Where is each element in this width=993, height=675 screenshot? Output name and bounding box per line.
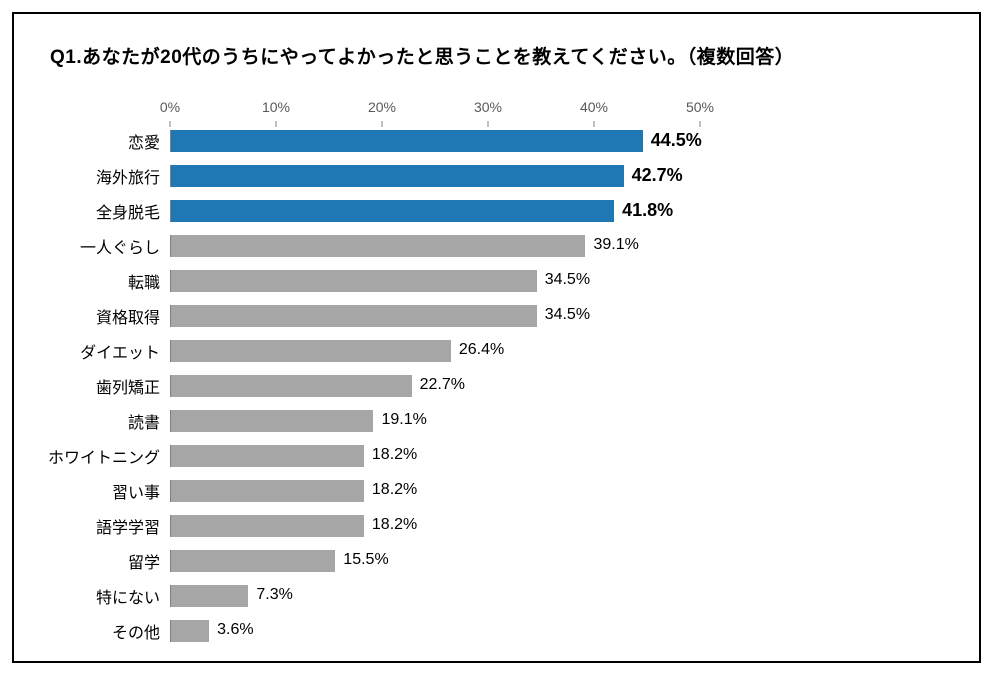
bar-track: 39.1% <box>170 235 700 257</box>
value-label: 19.1% <box>381 411 426 429</box>
category-label: 語学学習 <box>0 514 160 538</box>
x-tick-label: 50% <box>686 99 714 115</box>
value-label: 18.2% <box>372 516 417 534</box>
category-label: ホワイトニング <box>0 444 160 468</box>
bar-track: 34.5% <box>170 270 700 292</box>
bar-track: 7.3% <box>170 585 700 607</box>
category-label: ダイエット <box>0 339 160 363</box>
bar <box>171 305 537 327</box>
bar-track: 44.5% <box>170 130 700 152</box>
bar-track: 19.1% <box>170 410 700 432</box>
category-label: 習い事 <box>0 479 160 503</box>
category-label: 歯列矯正 <box>0 374 160 398</box>
bar-track: 42.7% <box>170 165 700 187</box>
bar-row: 全身脱毛41.8% <box>170 193 700 228</box>
bar <box>171 445 364 467</box>
value-label: 15.5% <box>343 551 388 569</box>
bar <box>171 235 585 257</box>
bar <box>171 585 248 607</box>
x-tick-label: 40% <box>580 99 608 115</box>
bar-row: 恋愛44.5% <box>170 123 700 158</box>
category-label: 転職 <box>0 269 160 293</box>
bar-row: ホワイトニング18.2% <box>170 438 700 473</box>
bar-row: 歯列矯正22.7% <box>170 368 700 403</box>
bar <box>171 375 412 397</box>
bar-row: 留学15.5% <box>170 543 700 578</box>
value-label: 34.5% <box>545 271 590 289</box>
value-label: 22.7% <box>420 376 465 394</box>
bar <box>171 515 364 537</box>
bar-track: 26.4% <box>170 340 700 362</box>
bar-track: 18.2% <box>170 515 700 537</box>
x-axis: 0%10%20%30%40%50% <box>170 99 700 123</box>
value-label: 26.4% <box>459 341 504 359</box>
value-label: 18.2% <box>372 481 417 499</box>
bar-track: 34.5% <box>170 305 700 327</box>
bar <box>171 410 373 432</box>
value-label: 41.8% <box>622 200 673 221</box>
bar <box>171 270 537 292</box>
bar-track: 22.7% <box>170 375 700 397</box>
bar <box>171 620 209 642</box>
x-tick-label: 30% <box>474 99 502 115</box>
category-label: 読書 <box>0 409 160 433</box>
x-tick-label: 20% <box>368 99 396 115</box>
bar-track: 18.2% <box>170 445 700 467</box>
x-tick-label: 0% <box>160 99 180 115</box>
chart-area: 0%10%20%30%40%50% 恋愛44.5%海外旅行42.7%全身脱毛41… <box>170 99 890 648</box>
bar <box>171 200 614 222</box>
bar-track: 3.6% <box>170 620 700 642</box>
x-tick-label: 10% <box>262 99 290 115</box>
bar-row: 習い事18.2% <box>170 473 700 508</box>
bar <box>171 480 364 502</box>
value-label: 3.6% <box>217 621 253 639</box>
value-label: 7.3% <box>256 586 292 604</box>
chart-frame: Q1.あなたが20代のうちにやってよかったと思うことを教えてください。（複数回答… <box>12 12 981 663</box>
category-label: 全身脱毛 <box>0 199 160 223</box>
category-label: 特にない <box>0 584 160 608</box>
category-label: 海外旅行 <box>0 164 160 188</box>
chart-title: Q1.あなたが20代のうちにやってよかったと思うことを教えてください。（複数回答… <box>50 42 943 69</box>
bar-row: ダイエット26.4% <box>170 333 700 368</box>
bar-track: 18.2% <box>170 480 700 502</box>
value-label: 44.5% <box>651 130 702 151</box>
bar <box>171 130 643 152</box>
category-label: 資格取得 <box>0 304 160 328</box>
bar-row: 特にない7.3% <box>170 578 700 613</box>
bar-track: 41.8% <box>170 200 700 222</box>
value-label: 42.7% <box>632 165 683 186</box>
bar <box>171 165 624 187</box>
category-label: 一人ぐらし <box>0 234 160 258</box>
bar-row: 転職34.5% <box>170 263 700 298</box>
bar <box>171 340 451 362</box>
bar <box>171 550 335 572</box>
bar-row: 資格取得34.5% <box>170 298 700 333</box>
category-label: 恋愛 <box>0 129 160 153</box>
bar-track: 15.5% <box>170 550 700 572</box>
bar-row: その他3.6% <box>170 613 700 648</box>
bar-row: 読書19.1% <box>170 403 700 438</box>
value-label: 34.5% <box>545 306 590 324</box>
plot-area: 恋愛44.5%海外旅行42.7%全身脱毛41.8%一人ぐらし39.1%転職34.… <box>170 123 700 648</box>
value-label: 39.1% <box>593 236 638 254</box>
category-label: その他 <box>0 619 160 643</box>
bar-row: 海外旅行42.7% <box>170 158 700 193</box>
category-label: 留学 <box>0 549 160 573</box>
value-label: 18.2% <box>372 446 417 464</box>
bar-row: 語学学習18.2% <box>170 508 700 543</box>
bar-row: 一人ぐらし39.1% <box>170 228 700 263</box>
